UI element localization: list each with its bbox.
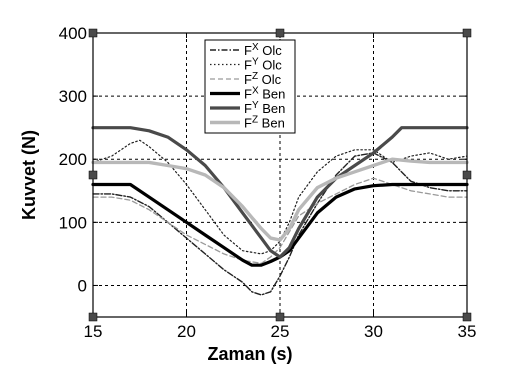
legend-symbol: F [244,58,252,73]
legend-label: Ben [259,87,286,102]
x-tick-label: 15 [84,322,103,341]
y-tick-label: 300 [59,87,87,106]
resize-handle[interactable] [462,170,472,180]
y-tick-label: 0 [78,276,87,295]
y-tick-label: 200 [59,150,87,169]
legend-entry: FX Olc [244,42,282,58]
legend-label: Ben [258,116,285,131]
legend-subscript: Y [252,57,259,68]
resize-handle[interactable] [88,170,98,180]
series-group [91,126,469,296]
legend-subscript: X [252,86,259,97]
selection-handles[interactable] [88,28,472,322]
legend-entry: FY Olc [244,57,282,73]
series-line [91,182,469,267]
legend-subscript: Z [252,115,258,126]
legend-symbol: F [244,87,252,102]
legend-subscript: Z [252,71,258,82]
series-line [91,157,469,242]
resize-handle[interactable] [88,28,98,38]
y-axis-label: Kuvvet (N) [19,130,39,220]
legend-label: Olc [259,58,283,73]
x-tick-label: 35 [458,322,477,341]
legend-subscript: X [252,42,259,53]
legend-label: Olc [258,72,282,87]
x-tick-label: 30 [364,322,383,341]
series-line [91,126,469,259]
legend-symbol: F [244,116,252,131]
legend-subscript: Y [252,100,259,111]
x-tick-label: 20 [177,322,196,341]
x-axis-label: Zaman (s) [207,344,292,364]
legend-entry: FY Ben [244,100,285,116]
legend-symbol: F [244,72,252,87]
y-tick-label: 100 [59,213,87,232]
legend-entry: FZ Olc [244,71,282,87]
legend-label: Ben [259,101,286,116]
legend-entry: FZ Ben [244,115,285,131]
series-line [92,139,468,255]
resize-handle[interactable] [275,312,285,322]
tick-labels: 15 20 25 30 35 0 100 200 300 400 [59,24,477,341]
series-line [92,177,468,265]
legend-symbol: F [244,43,252,58]
legend-label: Olc [259,43,283,58]
x-tick-label: 25 [271,322,290,341]
legend-symbol: F [244,101,252,116]
resize-handle[interactable] [462,28,472,38]
y-tick-label: 400 [59,24,87,43]
resize-handle[interactable] [275,28,285,38]
resize-handle[interactable] [88,312,98,322]
resize-handle[interactable] [462,312,472,322]
legend-entry: FX Ben [244,86,285,102]
legend-box [204,39,296,134]
